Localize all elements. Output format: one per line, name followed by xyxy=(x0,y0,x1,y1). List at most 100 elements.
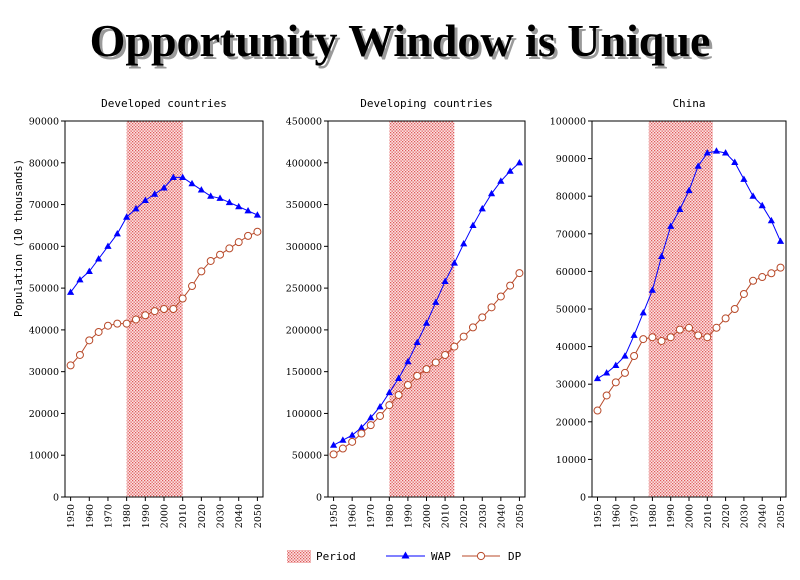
legend-wap-label: WAP xyxy=(431,550,451,563)
wap-point xyxy=(648,286,656,293)
y-tick-label: 10000 xyxy=(556,455,586,466)
x-tick-label: 1950 xyxy=(66,504,77,528)
x-tick-label: 1990 xyxy=(403,504,414,528)
x-tick-label: 2010 xyxy=(441,504,452,528)
wap-point xyxy=(432,298,440,305)
x-tick-label: 2010 xyxy=(703,504,714,528)
x-tick-label: 1950 xyxy=(329,504,340,528)
dp-point xyxy=(657,336,666,345)
x-tick-label: 1970 xyxy=(103,504,114,528)
x-tick-label: 1990 xyxy=(141,504,152,528)
dp-point xyxy=(620,368,629,377)
y-tick-label: 350000 xyxy=(286,200,322,211)
y-tick-label: 90000 xyxy=(556,154,586,165)
dp-point xyxy=(141,311,150,320)
x-tick-label: 2010 xyxy=(178,504,189,528)
x-tick-label: 1980 xyxy=(122,504,133,528)
dp-point xyxy=(85,336,94,345)
dp-point xyxy=(253,227,262,236)
wap-point xyxy=(515,158,524,166)
y-tick-label: 300000 xyxy=(286,242,322,253)
dp-point xyxy=(749,276,758,285)
y-tick-label: 80000 xyxy=(29,158,59,169)
y-tick-label: 80000 xyxy=(556,192,586,203)
dp-point xyxy=(206,256,215,265)
chart-panel-2: Developing countries 0 50000 100000 150000 20… xyxy=(286,97,526,528)
dp-point xyxy=(394,391,403,400)
dp-point xyxy=(675,325,684,334)
dp-point xyxy=(468,323,477,332)
chart-panel-1: Developed countries 0 10000 20000 30000 40000… xyxy=(29,97,264,528)
dp-point xyxy=(767,269,776,278)
dp-point xyxy=(712,323,721,332)
wap-point xyxy=(395,374,403,381)
x-tick-label: 1970 xyxy=(630,504,641,528)
legend-wap-marker xyxy=(401,551,410,559)
dp-point xyxy=(216,250,225,259)
x-tick-label: 1950 xyxy=(593,504,604,528)
x-tick-label: 2000 xyxy=(422,504,433,528)
dp-point xyxy=(694,331,703,340)
x-tick-label: 1980 xyxy=(385,504,396,528)
dp-point xyxy=(103,321,112,330)
y-tick-label: 70000 xyxy=(29,200,59,211)
dp-point xyxy=(450,342,459,351)
wap-point xyxy=(667,222,675,229)
chart-title: Developed countries xyxy=(101,97,227,110)
x-tick-label: 2040 xyxy=(234,504,245,528)
wap-point xyxy=(657,252,666,259)
dp-point xyxy=(703,333,712,342)
legend-dp-label: DP xyxy=(508,550,522,563)
wap-point xyxy=(685,186,693,194)
x-tick-label: 1990 xyxy=(666,504,677,528)
wap-point xyxy=(141,196,149,203)
x-tick-label: 2000 xyxy=(160,504,171,528)
wap-point xyxy=(478,204,486,212)
dp-point xyxy=(225,244,234,253)
dp-point xyxy=(413,371,422,380)
chart-panel-3: China 0 10000 20000 30000 40000 50000 60000 7000… xyxy=(550,97,787,528)
wap-point xyxy=(460,240,468,247)
wap-point xyxy=(413,338,421,346)
y-tick-label: 10000 xyxy=(29,451,59,462)
wap-point xyxy=(160,184,168,191)
wap-point xyxy=(207,192,215,199)
dp-point xyxy=(376,411,385,420)
wap-point xyxy=(630,331,638,338)
wap-point xyxy=(487,189,496,197)
wap-point xyxy=(151,190,159,197)
y-tick-label: 400000 xyxy=(286,158,322,169)
y-tick-label: 70000 xyxy=(556,229,586,240)
wap-point xyxy=(450,259,458,266)
dp-point xyxy=(730,305,739,313)
wap-point xyxy=(740,175,748,182)
dp-point xyxy=(150,307,159,316)
x-tick-label: 2050 xyxy=(515,504,526,528)
y-tick-label: 0 xyxy=(580,493,586,504)
dp-point xyxy=(515,269,524,278)
dp-point xyxy=(357,429,366,438)
wap-point xyxy=(367,413,375,421)
dp-point xyxy=(178,294,187,303)
y-axis-label: Population (10 thousands) xyxy=(13,159,25,317)
dp-point xyxy=(496,292,505,301)
wap-point xyxy=(441,277,449,285)
dp-point xyxy=(487,303,496,312)
y-tick-label: 250000 xyxy=(286,284,322,295)
y-tick-label: 60000 xyxy=(29,242,59,253)
y-tick-label: 50000 xyxy=(29,284,59,295)
wap-point xyxy=(169,173,177,180)
wap-point xyxy=(104,242,112,249)
wap-point xyxy=(85,267,93,274)
dp-point xyxy=(422,365,431,374)
wap-point xyxy=(67,288,75,295)
wap-point xyxy=(244,207,252,214)
dp-point xyxy=(348,437,357,446)
wap-point xyxy=(612,361,620,368)
y-tick-label: 50000 xyxy=(292,451,322,462)
dp-point xyxy=(602,391,611,400)
y-tick-label: 450000 xyxy=(286,117,322,128)
wap-point xyxy=(188,179,196,187)
dp-point xyxy=(385,401,394,410)
